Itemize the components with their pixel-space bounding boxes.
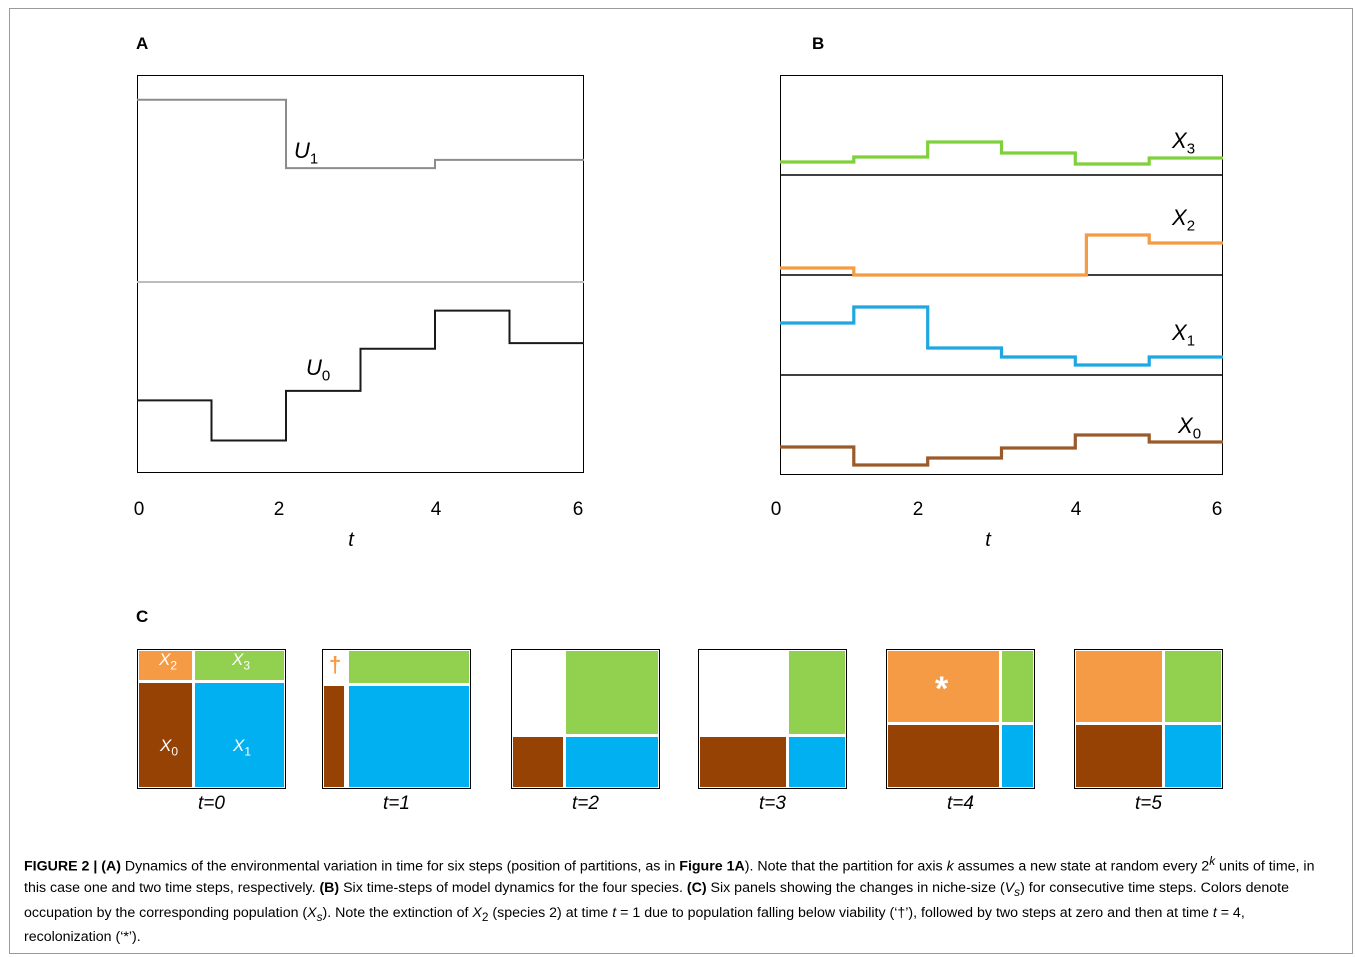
niche-cell-x0 xyxy=(324,685,344,787)
niche-cell-x0 xyxy=(1076,724,1162,787)
panel-label-b: B xyxy=(812,34,825,53)
niche-cell-x3 xyxy=(1164,651,1221,722)
panel-a-x-axis-title: t xyxy=(348,529,354,551)
time-step-label: t=0 xyxy=(198,793,225,814)
series-line-x3 xyxy=(780,140,1223,166)
panel-a-label-u1: U1 xyxy=(294,138,319,168)
niche-cell-x2 xyxy=(888,651,999,722)
niche-cell-x1 xyxy=(194,682,284,787)
series-line-x1 xyxy=(780,305,1223,367)
niche-cell-x0 xyxy=(513,736,563,787)
panel-b-x-tick: 2 xyxy=(912,499,924,520)
panel-b-x-tick: 6 xyxy=(1211,499,1223,520)
niche-cell-x1 xyxy=(348,685,469,787)
niche-cell-x0 xyxy=(888,724,999,787)
panel-label-a: A xyxy=(136,34,149,53)
niche-cell-x3 xyxy=(194,651,284,680)
panel-b-x-tick: 4 xyxy=(1070,499,1082,520)
niche-cell-x1 xyxy=(788,736,845,787)
panel-a-x-tick: 0 xyxy=(133,499,145,520)
panel-a-x-tick: 4 xyxy=(430,499,442,520)
panel-b-label-x2: X2 xyxy=(1172,205,1196,235)
niche-cell-x1 xyxy=(1001,724,1033,787)
time-step-label: t=2 xyxy=(572,793,599,814)
time-step-label: t=5 xyxy=(1135,793,1162,814)
niche-cell-x3 xyxy=(788,651,845,734)
niche-cell-x0 xyxy=(139,682,192,787)
panel-a-x-tick: 6 xyxy=(572,499,584,520)
recolonization-marker: * xyxy=(935,670,949,708)
panel-b-label-x1: X1 xyxy=(1172,320,1196,350)
panel-a-label-u0: U0 xyxy=(306,355,331,385)
time-step-label: t=1 xyxy=(383,793,410,814)
niche-cell-x1 xyxy=(1164,724,1221,787)
niche-cell-x2 xyxy=(139,651,192,680)
niche-label-x2: X2 xyxy=(159,650,178,673)
panel-label-c: C xyxy=(136,607,149,626)
niche-cell-x1 xyxy=(565,736,658,787)
niche-label-x1: X1 xyxy=(233,736,252,759)
time-step-label: t=4 xyxy=(947,793,974,814)
niche-cell-x0 xyxy=(700,736,786,787)
series-line-x0 xyxy=(780,433,1223,467)
panel-a-x-tick: 2 xyxy=(273,499,285,520)
niche-cell-x3 xyxy=(565,651,658,734)
series-line-x2 xyxy=(780,233,1223,277)
panel-b-label-x3: X3 xyxy=(1172,128,1196,158)
panel-a-chart xyxy=(137,98,584,442)
figure-caption: FIGURE 2 | (A) Dynamics of the environme… xyxy=(24,854,1315,946)
niche-cell-x2 xyxy=(1076,651,1162,722)
panel-b-x-axis-title: t xyxy=(985,529,991,551)
series-line-u1 xyxy=(137,98,584,170)
niche-cell-x3 xyxy=(1001,651,1033,722)
figure-frame xyxy=(9,8,1353,954)
series-line-u0 xyxy=(137,309,584,442)
niche-label-x3: X3 xyxy=(232,650,251,673)
panel-b-chart xyxy=(780,140,1223,467)
panel-b-x-tick: 0 xyxy=(770,499,782,520)
niche-cell-x3 xyxy=(348,651,469,683)
time-step-label: t=3 xyxy=(759,793,786,814)
niche-label-x0: X0 xyxy=(160,736,179,759)
extinction-marker: † xyxy=(329,652,342,677)
panel-b-label-x0: X0 xyxy=(1178,413,1202,443)
